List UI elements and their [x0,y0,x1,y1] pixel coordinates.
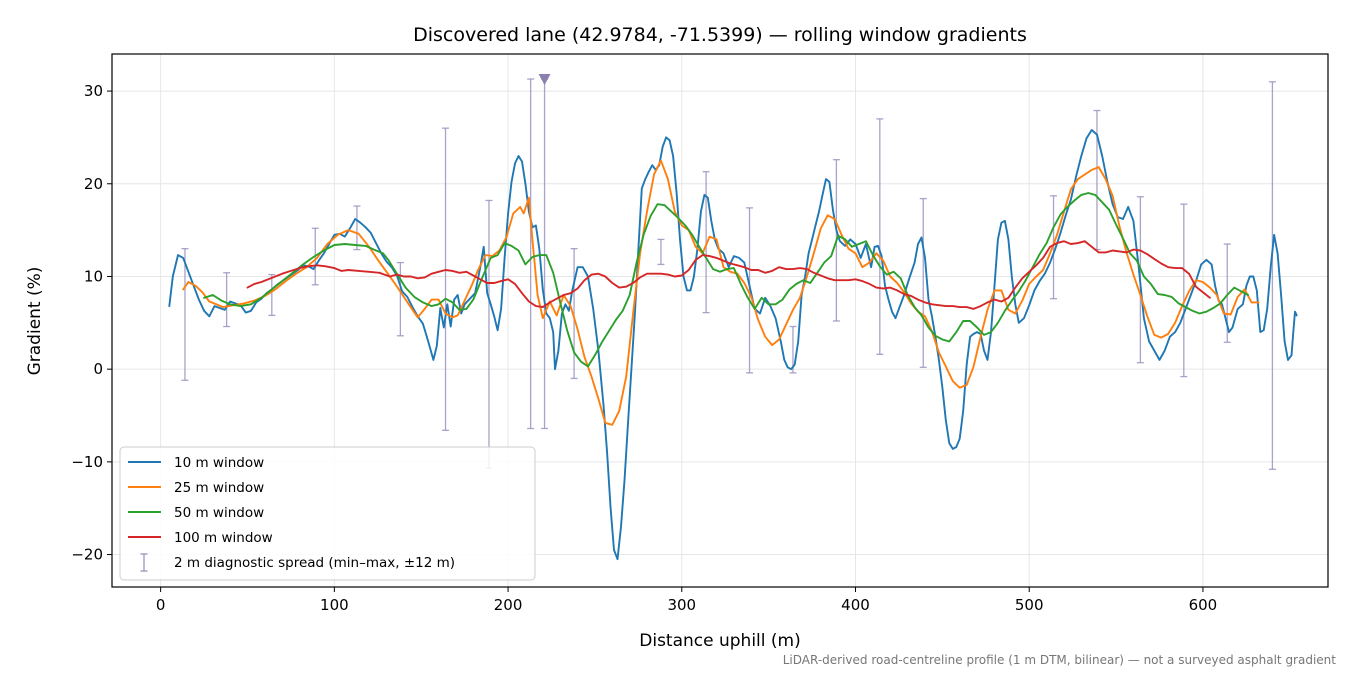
legend-label-100m: 100 m window [174,530,273,546]
x-tick-label: 100 [320,596,349,614]
legend: 10 m window 25 m window 50 m window 100 … [119,446,536,581]
y-axis-label: Gradient (%) [25,267,45,376]
errorbar [527,78,535,430]
errorbar [702,171,710,314]
x-tick-label: 400 [841,596,870,614]
x-tick-label: 0 [156,596,166,614]
legend-label-50m: 50 m window [174,505,264,521]
marker [538,74,551,86]
x-tick-label: 500 [1015,596,1044,614]
y-tick-label: 10 [84,267,103,285]
chart-title: Discovered lane (42.9784, -71.5399) — ro… [413,24,1027,46]
errorbar [1180,203,1188,378]
errorbar [919,197,927,368]
errorbar [789,325,797,374]
errorbar [1050,195,1058,300]
errorbar [442,127,450,431]
errorbar [570,248,578,380]
errorbar [181,248,189,381]
y-tick-label: −10 [71,453,103,471]
y-tick-label: 0 [93,360,103,378]
errorbar [876,118,884,355]
legend-label-25m: 25 m window [174,480,264,496]
series-line-1 [182,159,1260,426]
series-lines [168,129,1298,561]
legend-errorbar-glyph [140,553,148,572]
footnote: LiDAR-derived road-centreline profile (1… [783,653,1337,667]
legend-label-10m: 10 m window [174,455,264,471]
errorbar [223,272,231,328]
errorbar [746,207,754,374]
axis-ticks: 0 100 200 300 400 500 600 −20 −10 0 10 20 30 [71,82,1217,614]
errorbar [1268,81,1276,470]
y-tick-label: 30 [84,82,103,100]
x-tick-label: 600 [1189,596,1218,614]
x-axis-label: Distance uphill (m) [639,631,800,651]
series-line-3 [246,240,1211,310]
errorbar [268,273,276,317]
errorbar [657,238,665,266]
errorbar [485,199,493,469]
x-tick-label: 200 [494,596,523,614]
plot-frame [111,53,1329,588]
y-tick-label: 20 [84,175,103,193]
series-line-0 [168,129,1298,561]
y-tick-label: −20 [71,546,103,564]
series-line-2 [203,192,1250,368]
legend-box [119,446,536,581]
errorbar [353,205,361,251]
errorbars [181,78,1276,470]
marker-down-triangle [538,74,551,86]
x-tick-label: 300 [667,596,696,614]
errorbar [541,78,549,430]
legend-label-errorbars: 2 m diagnostic spread (min–max, ±12 m) [174,555,455,571]
